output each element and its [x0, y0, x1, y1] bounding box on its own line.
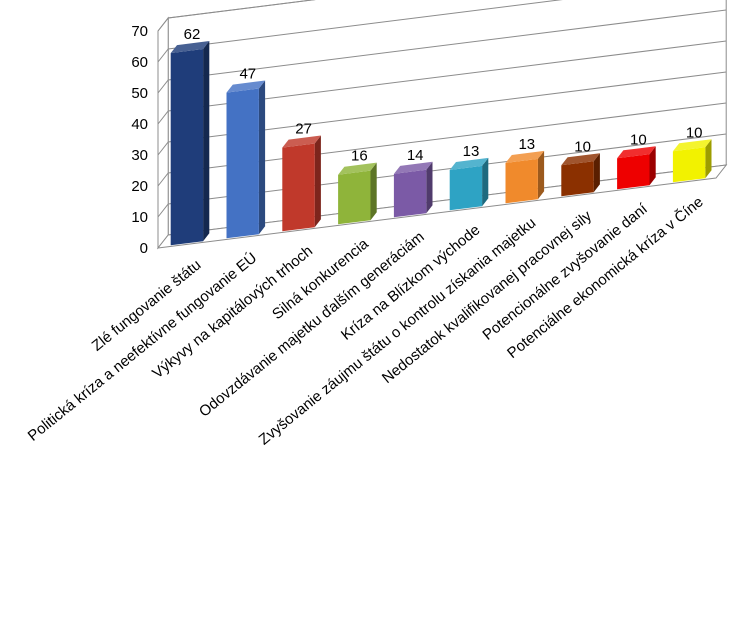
y-tick-label: 0: [140, 240, 148, 257]
bar: [505, 150, 545, 204]
bar-top-face: [226, 80, 266, 93]
gridline: [157, 40, 727, 125]
y-tick-label: 10: [131, 209, 148, 226]
gridline: [157, 0, 563, 63]
bar-front-face: [282, 143, 315, 232]
data-label: 16: [351, 148, 368, 165]
bars: [170, 41, 712, 246]
bar-top-face: [393, 161, 433, 174]
bar-side-face: [203, 41, 210, 242]
category-label: Politická kríza a neefektívne fungovanie…: [25, 249, 261, 444]
bar-top-face: [672, 139, 712, 152]
category-label: Potenciálne ekonomická kríza v Číne: [504, 193, 706, 362]
bar-side-face: [426, 161, 433, 214]
data-label: 14: [407, 147, 424, 164]
y-tick-label: 60: [131, 54, 148, 71]
y-tick-label: 30: [131, 147, 148, 164]
bar: [282, 135, 321, 232]
gridline: [157, 102, 727, 187]
bar-front-face: [226, 88, 259, 239]
side-wall: [157, 16, 169, 250]
data-labels: 62 47 27 16 14 13 13 10 10 10: [184, 26, 703, 165]
y-axis-tick-labels: 0 10 20 30 40 50 60 70: [131, 23, 148, 257]
data-label: 10: [574, 138, 591, 155]
bar-front-face: [338, 170, 371, 225]
bar-side-face: [537, 150, 545, 200]
bar: [226, 80, 266, 239]
bar-front-face: [505, 158, 538, 204]
bar-side-face: [482, 157, 489, 207]
bar: [393, 161, 433, 218]
data-label: 10: [630, 131, 647, 148]
data-label: 13: [518, 136, 535, 153]
data-label: 62: [184, 26, 201, 43]
data-label: 47: [239, 66, 256, 83]
bar: [170, 41, 210, 246]
y-tick-label: 70: [131, 23, 148, 40]
bar: [617, 146, 656, 190]
bar-top-face: [338, 162, 377, 175]
gridline: [157, 9, 727, 94]
bar-top-face: [505, 150, 545, 163]
bar-front-face: [170, 49, 204, 246]
bar-side-face: [649, 146, 656, 186]
bar-side-face: [705, 139, 712, 179]
data-label: 10: [686, 124, 703, 141]
bar-front-face: [449, 165, 483, 211]
gridlines: [157, 0, 727, 218]
bar-front-face: [393, 169, 427, 218]
bar: [338, 162, 377, 225]
data-label: 27: [295, 121, 312, 138]
bar: [672, 139, 712, 183]
bar-front-face: [617, 154, 650, 190]
bar-side-face: [370, 162, 377, 221]
data-label: 13: [463, 143, 480, 160]
bar-front-face: [672, 147, 706, 183]
bar: [449, 157, 489, 211]
y-tick-label: 20: [131, 178, 148, 195]
gridline: [157, 0, 316, 32]
bar-side-face: [314, 135, 321, 228]
bar-side-face: [593, 153, 600, 193]
bar-top-face: [617, 146, 656, 159]
bar-front-face: [561, 161, 594, 197]
bar-top-face: [449, 157, 489, 170]
bar-top-face: [282, 135, 321, 148]
y-tick-label: 40: [131, 116, 148, 133]
bar-top-face: [561, 153, 600, 166]
gridline: [157, 71, 727, 156]
bar: [561, 153, 600, 197]
bar-side-face: [258, 80, 266, 235]
bar-top-face: [170, 41, 210, 54]
y-tick-label: 50: [131, 85, 148, 102]
